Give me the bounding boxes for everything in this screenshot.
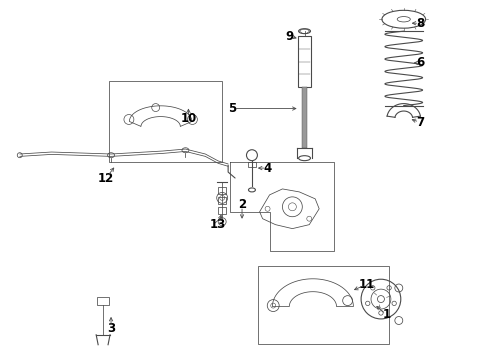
Text: 11: 11 [359,278,375,291]
Text: 2: 2 [238,198,246,211]
Bar [302,87,307,148]
Text: 12: 12 [98,171,114,185]
Bar [218,187,226,194]
Text: 9: 9 [286,30,294,42]
Text: 4: 4 [264,162,272,175]
Bar [258,266,389,344]
Text: 13: 13 [210,218,226,231]
Bar [109,81,222,162]
Bar [297,36,312,87]
Bar [248,162,256,167]
Text: 5: 5 [228,102,236,115]
Text: 6: 6 [416,57,425,69]
Bar [218,207,226,214]
Bar [97,297,109,305]
Text: 1: 1 [383,309,391,321]
Text: 7: 7 [416,116,425,129]
Bar [218,197,226,204]
Text: 3: 3 [107,322,115,336]
Text: 8: 8 [416,17,425,30]
Text: 10: 10 [180,112,196,125]
